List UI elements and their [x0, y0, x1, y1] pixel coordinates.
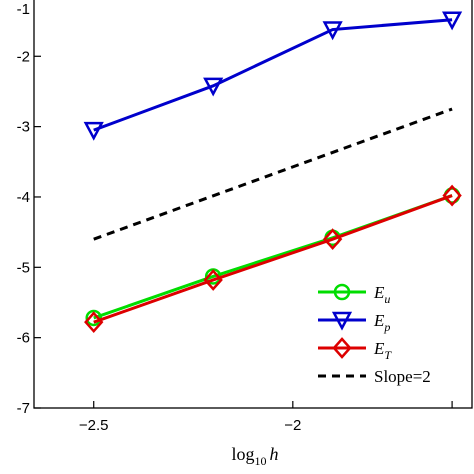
series-line-2: [93, 194, 453, 324]
legend-label-2: ET: [373, 339, 392, 362]
series-2-point: [322, 228, 343, 251]
series-1-point: [83, 121, 104, 141]
legend-marker-0: [333, 283, 351, 301]
y-tick-label: -3: [17, 119, 30, 136]
series-1-point: [203, 77, 224, 97]
series-line-1: [93, 18, 453, 132]
x-tick-label: −2: [284, 417, 301, 434]
x-axis-label: log10 h: [231, 444, 278, 468]
y-tick-label: -7: [17, 400, 30, 417]
legend-label-0: Eu: [373, 283, 390, 306]
y-tick-label: -1: [17, 1, 30, 18]
legend-marker-2: [332, 337, 352, 359]
y-tick-label: -5: [17, 259, 30, 276]
series-2-point: [84, 311, 104, 334]
x-tick-label: −2.5: [79, 417, 109, 434]
series-1-point: [322, 21, 343, 41]
y-tick-label: -6: [17, 330, 30, 347]
series-1-point: [442, 11, 463, 31]
legend-marker-1: [331, 311, 353, 331]
y-tick-label: -4: [17, 189, 30, 206]
series-2-point: [203, 269, 223, 291]
plot-frame: [33, 0, 473, 409]
legend-label-1: Ep: [373, 311, 390, 334]
legend-label-3: Slope=2: [374, 367, 431, 386]
series-2-point: [442, 184, 462, 207]
series-0-point: [85, 309, 102, 327]
series-line-3: [93, 107, 453, 241]
y-tick-label: -2: [17, 48, 30, 65]
